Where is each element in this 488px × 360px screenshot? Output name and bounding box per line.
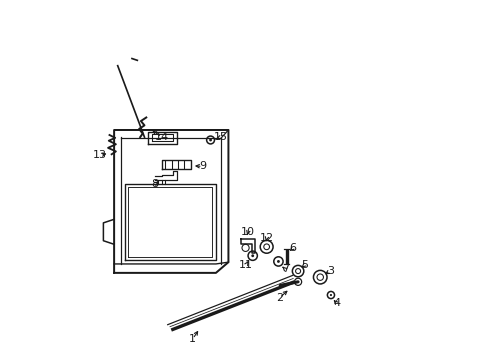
Text: 10: 10 xyxy=(241,227,255,237)
Circle shape xyxy=(209,139,212,141)
Circle shape xyxy=(276,260,279,263)
Text: 9: 9 xyxy=(199,161,206,171)
Text: 6: 6 xyxy=(289,243,296,253)
Text: 5: 5 xyxy=(301,260,307,270)
Text: 14: 14 xyxy=(154,132,168,142)
Text: 12: 12 xyxy=(259,233,273,243)
Circle shape xyxy=(329,294,331,296)
Text: 11: 11 xyxy=(239,260,253,270)
Text: 13: 13 xyxy=(93,150,107,160)
Circle shape xyxy=(251,254,254,257)
Text: 4: 4 xyxy=(332,298,340,308)
Text: 8: 8 xyxy=(151,179,158,189)
Text: 7: 7 xyxy=(281,264,288,274)
Text: 3: 3 xyxy=(326,266,333,276)
Text: 1: 1 xyxy=(189,334,196,344)
Text: 2: 2 xyxy=(275,293,283,303)
Text: 15: 15 xyxy=(213,132,227,142)
